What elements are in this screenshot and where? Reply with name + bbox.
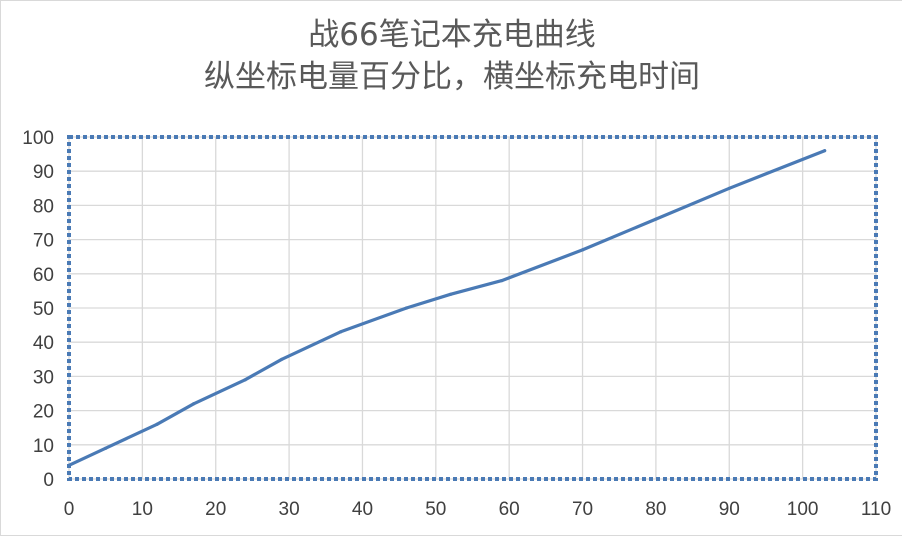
x-tick-label: 20 xyxy=(205,499,226,520)
data-point xyxy=(500,279,504,283)
x-tick-label: 50 xyxy=(425,499,446,520)
x-tick-label: 10 xyxy=(132,499,153,520)
data-point xyxy=(448,292,453,296)
data-point xyxy=(727,186,731,190)
y-tick-label: 60 xyxy=(33,265,54,286)
x-tick-label: 90 xyxy=(719,499,740,520)
y-axis-ticks: 0 10 20 30 40 50 60 70 80 90 100 xyxy=(22,128,54,491)
x-tick-label: 80 xyxy=(645,499,666,520)
x-axis-ticks: 0 10 20 30 40 50 60 70 80 90 100 110 xyxy=(64,499,891,520)
x-tick-label: 70 xyxy=(572,499,593,520)
data-point xyxy=(280,357,284,361)
y-tick-label: 0 xyxy=(43,470,54,491)
y-tick-label: 20 xyxy=(33,402,54,423)
chart-title: 战66笔记本充电曲线 xyxy=(308,17,596,53)
x-tick-label: 100 xyxy=(787,499,819,520)
x-tick-label: 0 xyxy=(64,499,75,520)
data-point xyxy=(192,402,196,406)
data-point xyxy=(654,217,658,221)
data-point xyxy=(823,149,827,153)
data-point xyxy=(404,306,409,310)
y-tick-label: 50 xyxy=(33,299,54,320)
data-point xyxy=(104,446,108,450)
x-tick-label: 60 xyxy=(499,499,520,520)
x-tick-label: 110 xyxy=(861,499,891,520)
y-tick-label: 10 xyxy=(33,436,54,457)
data-point xyxy=(580,248,585,252)
y-tick-label: 30 xyxy=(33,367,54,388)
y-tick-label: 40 xyxy=(33,333,54,354)
x-tick-label: 40 xyxy=(352,499,373,520)
gridlines xyxy=(68,136,877,480)
x-tick-label: 30 xyxy=(279,499,300,520)
data-point xyxy=(243,378,247,382)
series-line xyxy=(67,149,827,467)
chart-subtitle: 纵坐标电量百分比，横坐标充电时间 xyxy=(204,59,700,95)
y-tick-label: 90 xyxy=(33,162,54,183)
data-point xyxy=(338,330,343,334)
y-tick-label: 100 xyxy=(22,128,54,149)
y-tick-label: 80 xyxy=(33,196,54,217)
chart-title-block: 战66笔记本充电曲线 纵坐标电量百分比，横坐标充电时间 xyxy=(0,14,904,98)
y-tick-label: 70 xyxy=(33,231,54,252)
series-layer xyxy=(67,149,827,467)
data-point xyxy=(155,422,159,426)
data-point xyxy=(67,463,71,467)
